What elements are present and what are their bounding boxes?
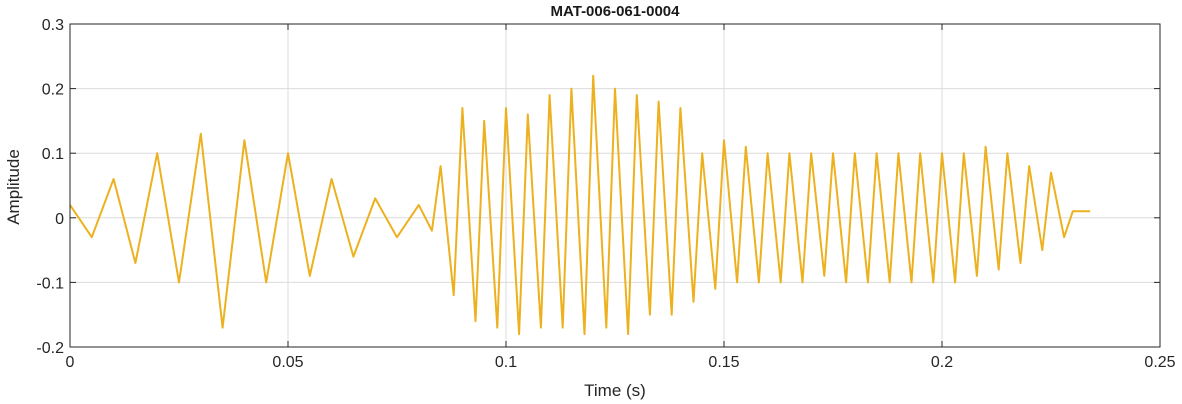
x-axis-label: Time (s) xyxy=(584,381,646,400)
axes-box xyxy=(69,23,1161,348)
chart-title: MAT-006-061-0004 xyxy=(551,3,681,20)
y-axis-ticks: -0.2 -0.1 0 0.1 0.2 0.3 xyxy=(36,17,1160,357)
x-tick-label: 0.15 xyxy=(708,354,739,371)
amplitude-series-line xyxy=(69,74,1091,336)
y-tick-label: 0.3 xyxy=(42,17,64,34)
y-tick-label: 0.1 xyxy=(42,146,64,163)
x-tick-label: 0.25 xyxy=(1144,354,1175,371)
x-tick-label: 0.05 xyxy=(272,354,303,371)
y-tick-label: 0 xyxy=(55,211,64,228)
y-tick-label: -0.1 xyxy=(36,275,64,292)
x-axis-ticks: 0 0.05 0.1 0.15 0.2 0.25 xyxy=(66,24,1176,371)
x-tick-label: 0 xyxy=(66,354,75,371)
y-tick-label: -0.2 xyxy=(36,340,64,357)
y-tick-label: 0.2 xyxy=(42,82,64,99)
plot-area xyxy=(69,74,1091,336)
x-tick-label: 0.2 xyxy=(931,354,953,371)
x-tick-label: 0.1 xyxy=(495,354,517,371)
y-axis-label: Amplitude xyxy=(4,149,23,225)
grid-lines xyxy=(69,23,1161,348)
